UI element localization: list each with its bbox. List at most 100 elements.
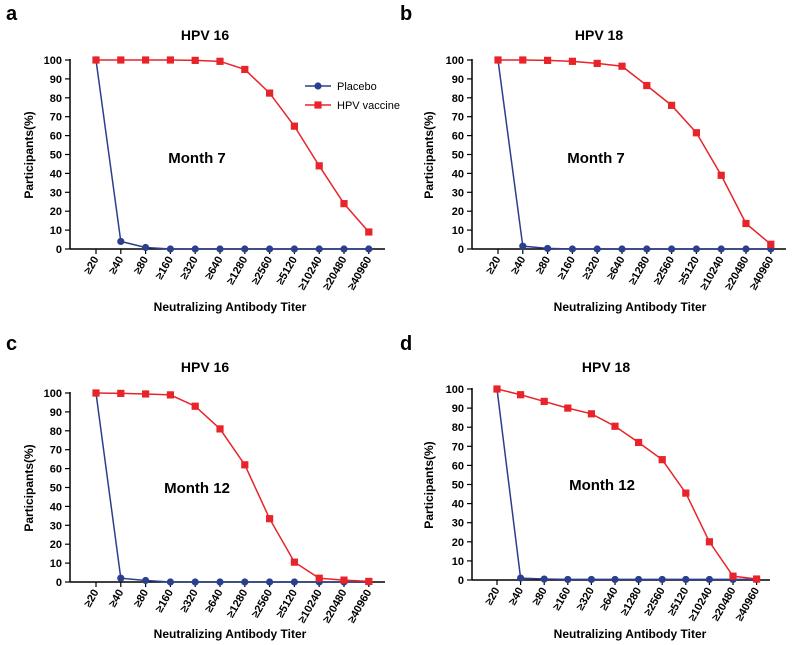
y-tick-label: 100 <box>44 55 62 67</box>
y-tick-label: 70 <box>452 441 464 453</box>
y-tick-label: 0 <box>56 577 62 589</box>
x-tick-label: ≥5120 <box>274 588 300 620</box>
data-point-hpv-vaccine <box>494 56 502 64</box>
y-tick-label: 20 <box>452 206 464 218</box>
y-tick-label: 80 <box>50 93 62 105</box>
y-tick-label: 0 <box>56 244 62 256</box>
y-tick-label: 80 <box>452 93 464 105</box>
y-tick-label: 60 <box>452 460 464 472</box>
data-point-placebo <box>658 575 666 584</box>
y-tick-label: 70 <box>50 445 62 457</box>
data-point-placebo <box>668 245 676 253</box>
data-point-hpv-vaccine <box>166 56 174 64</box>
data-point-placebo <box>540 575 548 583</box>
data-point-placebo <box>166 578 174 586</box>
data-point-placebo <box>216 245 224 253</box>
data-point-placebo <box>290 245 298 253</box>
y-tick-label: 70 <box>452 112 464 124</box>
y-tick-label: 100 <box>446 384 464 396</box>
x-tick-label: ≥320 <box>574 586 597 613</box>
x-tick-label: ≥160 <box>153 588 176 615</box>
y-tick-label: 80 <box>452 422 464 434</box>
y-tick-label: 100 <box>44 388 62 400</box>
series-line-hpv-vaccine <box>496 388 757 580</box>
data-point-placebo <box>191 578 199 586</box>
data-point-placebo <box>166 245 174 253</box>
y-tick-label: 70 <box>50 112 62 124</box>
data-point-hpv-vaccine <box>587 410 595 418</box>
data-point-hpv-vaccine <box>643 81 651 90</box>
data-point-hpv-vaccine <box>544 56 552 64</box>
y-tick-label: 20 <box>452 537 464 549</box>
x-tick-label: ≥40960 <box>748 255 777 293</box>
x-tick-label: ≥160 <box>555 255 578 282</box>
data-point-placebo <box>142 243 150 252</box>
data-point-hpv-vaccine <box>290 122 298 130</box>
y-tick-label: 30 <box>50 187 62 199</box>
data-point-hpv-vaccine <box>742 219 750 228</box>
data-point-hpv-vaccine <box>142 56 150 64</box>
data-point-hpv-vaccine <box>241 461 249 469</box>
x-tick-label: ≥640 <box>203 255 226 282</box>
data-point-hpv-vaccine <box>493 385 501 393</box>
data-point-placebo <box>340 245 348 253</box>
x-axis-label: Neutralizing Antibody Titer <box>154 627 307 641</box>
data-point-hpv-vaccine <box>290 558 298 566</box>
x-tick-label: ≥40960 <box>346 588 375 626</box>
series-line-placebo <box>496 388 757 581</box>
data-point-hpv-vaccine <box>618 62 626 70</box>
data-point-hpv-vaccine <box>568 57 576 65</box>
data-point-hpv-vaccine <box>365 228 373 236</box>
month-annotation: Month 7 <box>168 150 226 167</box>
data-point-hpv-vaccine <box>705 538 713 546</box>
data-point-hpv-vaccine <box>519 56 527 64</box>
x-tick-label: ≥20 <box>483 586 503 608</box>
x-tick-label: ≥80 <box>132 588 152 610</box>
x-axis-label: Neutralizing Antibody Titer <box>554 627 707 641</box>
data-point-placebo <box>564 575 572 584</box>
x-tick-label: ≥1280 <box>627 255 653 287</box>
x-tick-label: ≥20 <box>82 255 102 277</box>
series-line-hpv-vaccine <box>498 59 772 245</box>
data-point-hpv-vaccine <box>635 438 643 447</box>
y-tick-label: 100 <box>446 55 464 67</box>
x-tick-label: ≥2560 <box>642 586 668 618</box>
data-point-hpv-vaccine <box>117 389 125 397</box>
x-tick-label: ≥320 <box>580 255 603 282</box>
legend: Placebo HPV vaccine <box>305 81 400 112</box>
data-point-placebo <box>191 245 199 253</box>
data-point-hpv-vaccine <box>340 200 348 208</box>
data-point-hpv-vaccine <box>92 389 100 397</box>
x-axis-label: Neutralizing Antibody Titer <box>154 300 307 314</box>
data-point-placebo <box>241 245 249 253</box>
data-point-placebo <box>290 578 298 586</box>
y-tick-label: 0 <box>458 575 464 587</box>
data-point-hpv-vaccine <box>92 56 100 64</box>
y-tick-label: 50 <box>452 150 464 162</box>
x-tick-label: ≥1280 <box>225 254 251 286</box>
data-point-placebo <box>593 245 601 253</box>
series-line-placebo <box>95 59 369 250</box>
data-point-hpv-vaccine <box>717 171 725 179</box>
y-tick-label: 50 <box>452 480 464 492</box>
series-line-placebo <box>95 392 369 583</box>
data-point-hpv-vaccine <box>166 391 174 399</box>
data-point-hpv-vaccine <box>266 89 274 97</box>
data-point-placebo <box>643 245 651 253</box>
data-point-hpv-vaccine <box>216 57 224 65</box>
y-axis-label: Participants(%) <box>422 441 436 528</box>
y-tick-label: 40 <box>50 501 62 513</box>
data-point-placebo <box>587 575 596 584</box>
x-tick-label: ≥1280 <box>619 586 645 618</box>
data-point-hpv-vaccine <box>540 397 548 406</box>
x-tick-label: ≥2560 <box>652 255 678 287</box>
y-tick-label: 30 <box>452 518 464 530</box>
y-tick-label: 40 <box>452 499 464 511</box>
x-axis-label: Neutralizing Antibody Titer <box>554 300 707 314</box>
data-point-hpv-vaccine <box>117 56 125 64</box>
data-point-hpv-vaccine <box>517 391 525 399</box>
x-tick-label: ≥40960 <box>346 255 375 293</box>
data-point-placebo <box>266 578 274 586</box>
